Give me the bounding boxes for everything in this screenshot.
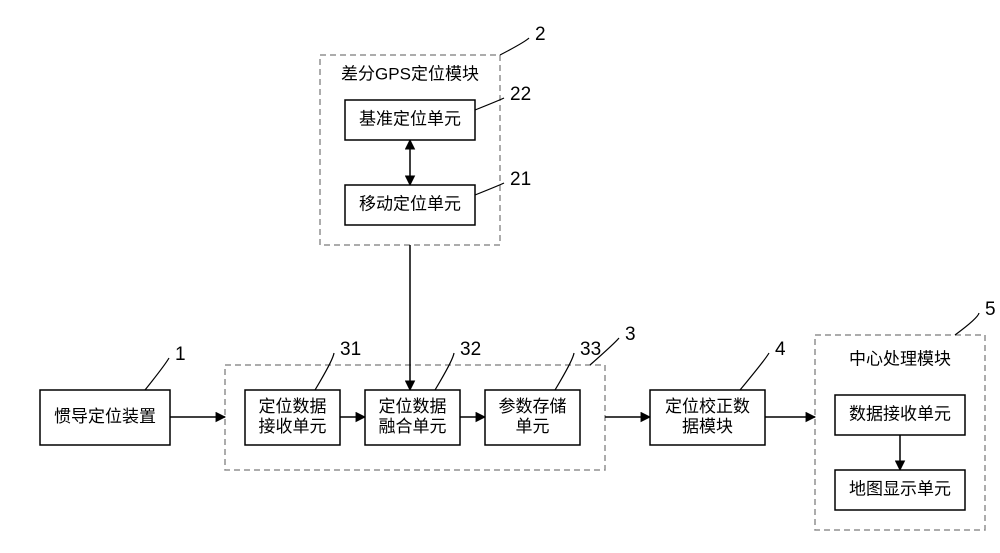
node-text-n32-1: 融合单元	[379, 417, 447, 436]
diagram-canvas: 差分GPS定位模块中心处理模块 惯导定位装置基准定位单元移动定位单元定位数据接收…	[0, 0, 1000, 553]
leader-31	[315, 353, 334, 390]
leader-32	[435, 353, 454, 390]
node-text-n31-0: 定位数据	[259, 397, 327, 416]
callout-label-1: 1	[175, 344, 186, 365]
callout-label-22: 22	[510, 84, 531, 105]
callout-label-21: 21	[510, 169, 531, 190]
node-text-n51-0: 数据接收单元	[849, 404, 951, 423]
callout-label-33: 33	[580, 339, 601, 360]
group-title-g5: 中心处理模块	[849, 349, 951, 368]
node-text-n52-0: 地图显示单元	[849, 479, 951, 498]
node-text-n1-0: 惯导定位装置	[54, 407, 156, 426]
node-text-n33-1: 单元	[516, 417, 550, 436]
leader-33	[555, 353, 574, 390]
leader-2	[500, 38, 529, 55]
node-text-n32-0: 定位数据	[379, 397, 447, 416]
leader-4	[740, 353, 769, 390]
node-text-n22-0: 基准定位单元	[359, 109, 461, 128]
callout-label-32: 32	[460, 339, 481, 360]
node-text-n4-0: 定位校正数	[665, 397, 750, 416]
node-text-n4-1: 据模块	[682, 417, 733, 436]
leader-1	[145, 358, 169, 390]
leader-5	[955, 313, 979, 335]
callout-label-3: 3	[625, 324, 636, 345]
callout-label-2: 2	[535, 24, 546, 45]
callout-label-4: 4	[775, 339, 786, 360]
group-title-g2: 差分GPS定位模块	[341, 64, 479, 83]
node-text-n21-0: 移动定位单元	[359, 194, 461, 213]
callout-label-5: 5	[985, 299, 996, 320]
node-text-n31-1: 接收单元	[259, 417, 327, 436]
node-text-n33-0: 参数存储	[499, 397, 567, 416]
callout-label-31: 31	[340, 339, 361, 360]
